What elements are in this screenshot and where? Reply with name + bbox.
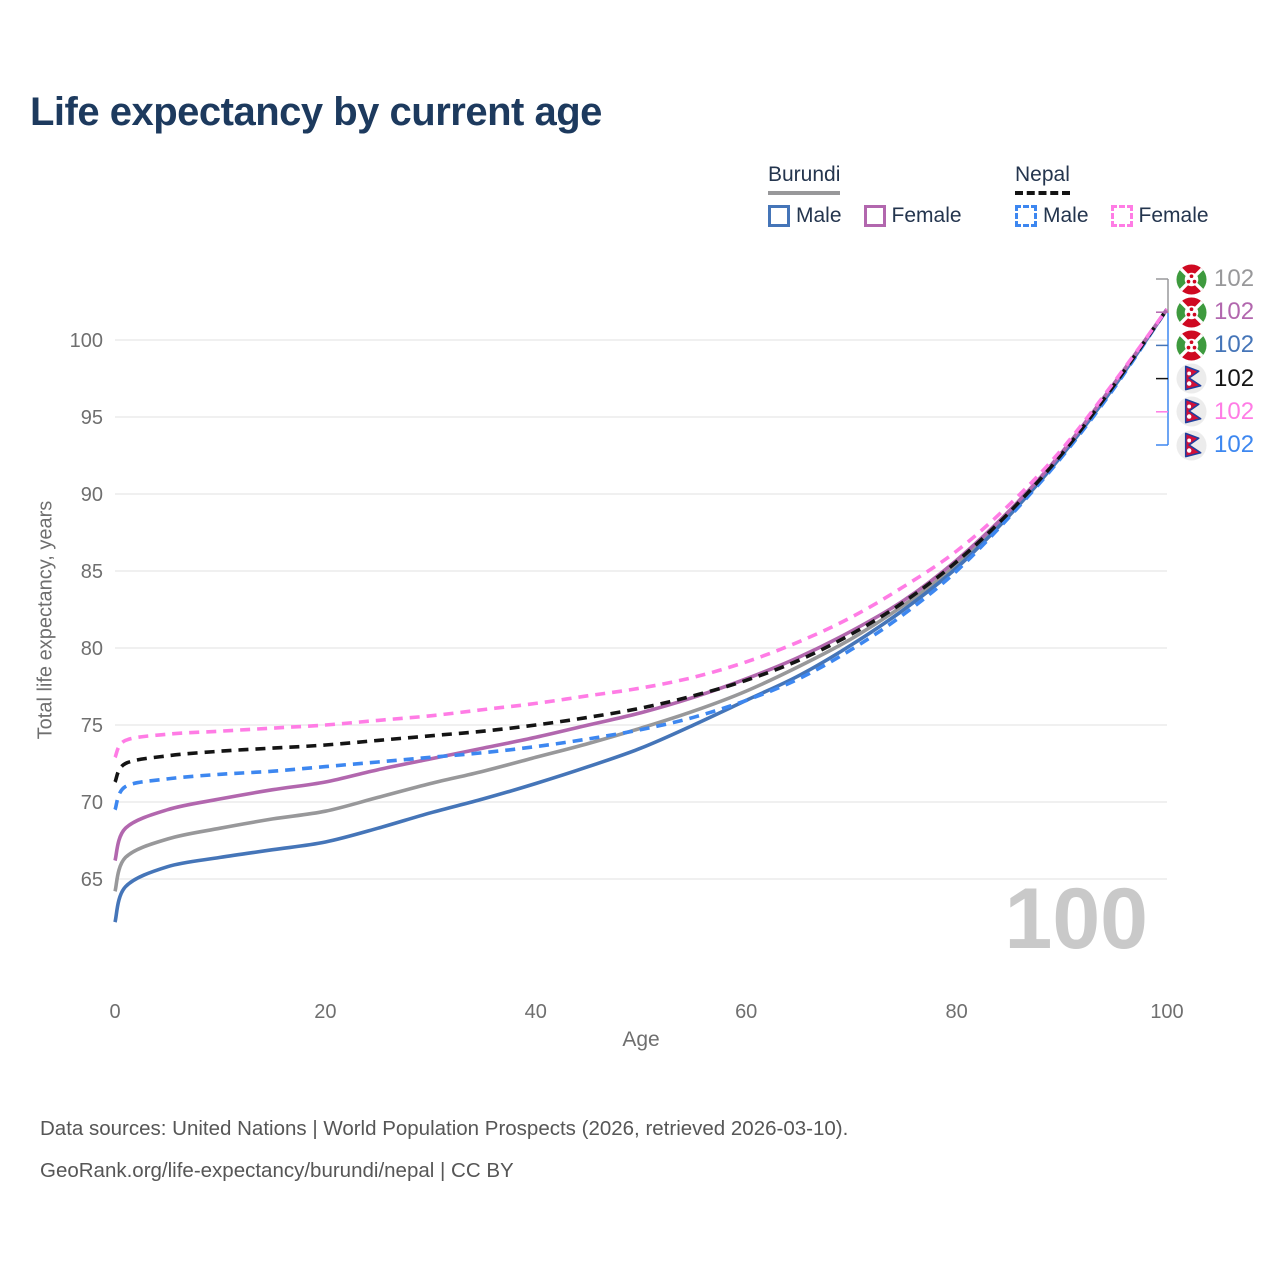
y-axis-ticks: 65 70 75 80 85 90 95 100 — [70, 330, 103, 891]
end-value: 102 — [1214, 331, 1255, 359]
burundi-female-swatch[interactable] — [863, 205, 886, 227]
page-title: Life expectancy by current age — [30, 90, 602, 134]
nepal-flag-icon — [1176, 363, 1207, 394]
burundi-male-swatch[interactable] — [768, 205, 790, 227]
legend-item-nepal-male[interactable]: Male — [1015, 204, 1089, 228]
x-tick-label: 40 — [525, 1001, 547, 1023]
x-tick-label: 0 — [109, 1001, 120, 1023]
y-tick-label: 70 — [81, 792, 103, 814]
y-tick-label: 95 — [81, 407, 103, 429]
burundi-flag-icon — [1176, 330, 1207, 361]
end-value: 102 — [1214, 265, 1255, 292]
legend-label: Male — [796, 204, 842, 227]
legend-group-burundi: Burundi Male Female — [768, 163, 962, 228]
end-value: 102 — [1214, 364, 1255, 392]
age-counter-watermark: 100 — [1005, 871, 1149, 967]
x-axis-ticks: 0 20 40 60 80 100 — [109, 1001, 1183, 1023]
legend-label: Female — [1138, 204, 1209, 227]
legend-item-nepal-female[interactable]: Female — [1110, 204, 1209, 228]
end-label-connectors — [1156, 278, 1169, 446]
burundi-total-line — [113, 308, 1169, 892]
x-tick-label: 100 — [1150, 1001, 1183, 1023]
legend-label: Male — [1043, 204, 1089, 227]
x-tick-label: 80 — [945, 1001, 967, 1023]
x-tick-label: 60 — [735, 1001, 757, 1023]
x-tick-label: 20 — [314, 1001, 336, 1023]
end-label-burundi-male[interactable]: 102 — [1176, 330, 1254, 361]
end-label-nepal-total[interactable]: 102 — [1176, 363, 1254, 394]
legend-item-burundi-male[interactable]: Male — [768, 204, 842, 228]
nepal-female-swatch[interactable] — [1110, 205, 1133, 227]
y-tick-label: 65 — [81, 869, 103, 891]
legend-country-burundi[interactable]: Burundi — [768, 163, 841, 195]
burundi-female-line — [113, 308, 1169, 862]
nepal-male-line — [113, 308, 1169, 811]
legend-label: Female — [891, 204, 962, 227]
end-value: 102 — [1214, 431, 1255, 458]
y-tick-label: 100 — [70, 330, 103, 352]
burundi-male-line — [113, 308, 1169, 923]
series-lines — [113, 308, 1169, 923]
y-axis-title: Total life expectancy, years — [34, 500, 57, 740]
y-tick-label: 75 — [81, 715, 103, 737]
end-label-nepal-female[interactable]: 102 — [1176, 396, 1254, 427]
nepal-flag-icon — [1176, 429, 1207, 461]
legend-country-nepal[interactable]: Nepal — [1015, 163, 1070, 195]
nepal-flag-icon — [1176, 396, 1207, 427]
data-sources-line: Data sources: United Nations | World Pop… — [40, 1117, 849, 1140]
y-tick-label: 90 — [81, 484, 103, 506]
burundi-flag-icon — [1176, 297, 1207, 328]
x-axis-title: Age — [622, 1028, 660, 1051]
attribution-line: GeoRank.org/life-expectancy/burundi/nepa… — [40, 1159, 514, 1182]
end-label-nepal-male[interactable]: 102 — [1176, 429, 1255, 461]
burundi-flag-icon — [1176, 263, 1207, 295]
legend-item-burundi-female[interactable]: Female — [863, 204, 962, 228]
end-value: 102 — [1214, 397, 1255, 425]
end-label-burundi-female[interactable]: 102 — [1176, 297, 1254, 328]
y-tick-label: 80 — [81, 638, 103, 660]
gridlines — [115, 339, 1167, 880]
end-value: 102 — [1214, 298, 1255, 326]
end-label-burundi-total[interactable]: 102 — [1176, 263, 1255, 295]
footer: Data sources: United Nations | World Pop… — [40, 1108, 848, 1192]
nepal-male-swatch[interactable] — [1015, 205, 1037, 227]
y-tick-label: 85 — [81, 561, 103, 583]
legend-group-nepal: Nepal Male Female — [1015, 163, 1209, 228]
nepal-female-line — [113, 308, 1169, 759]
